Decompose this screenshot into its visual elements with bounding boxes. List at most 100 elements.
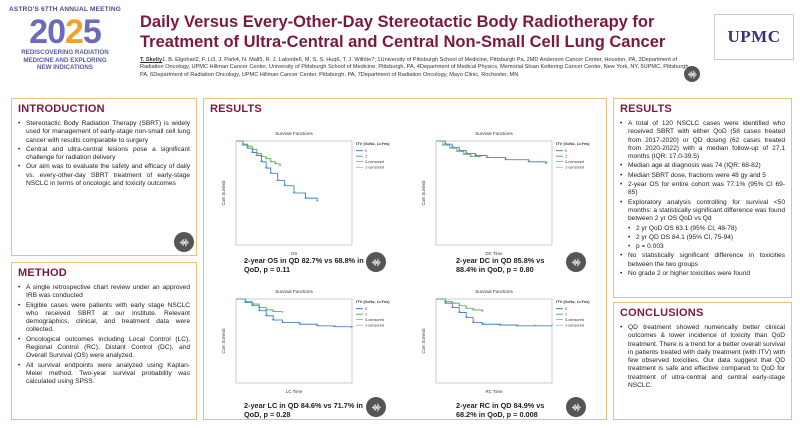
censor-mark [243, 300, 247, 302]
legend-entry: 0-censored [365, 160, 384, 164]
results-text-item: 2 yr QD OS 84.1 (95% CI, 75-94) [620, 234, 785, 243]
censor-mark [471, 321, 475, 323]
legend-entry: 1-censored [565, 324, 584, 328]
results-text-item: Median SBRT dose, fractions were 48 gy a… [620, 172, 785, 181]
series-line-1 [236, 140, 281, 166]
legend-entry: 0 [365, 307, 367, 311]
meeting-year: 2025 [4, 15, 126, 49]
censor-mark [485, 156, 489, 158]
censor-mark [264, 166, 268, 169]
censor-mark [241, 142, 245, 145]
censor-mark [280, 311, 284, 313]
km-chart-dc: Survival Functions Cum Survival DC Time ITV… [420, 129, 598, 259]
year-part-a: 20 [29, 13, 66, 51]
censor-mark [480, 322, 484, 325]
results-text-item: 2-year OS for entire cohort was 77.1% (9… [620, 181, 785, 198]
method-list: A single retrospective chart review unde… [18, 284, 190, 387]
censor-mark [255, 154, 259, 156]
results-text-heading: RESULTS [620, 103, 672, 115]
legend-title: ITV (0=No, 1=Yes) [356, 299, 390, 304]
legend-entry: 1 [365, 313, 367, 317]
chart-title: Survival Functions [275, 289, 313, 294]
km-chart-os: Survival Functions Cum Survival OS ITV (0=N… [220, 129, 398, 259]
censor-mark [259, 160, 264, 162]
censor-mark [464, 316, 468, 318]
year-part-o: 2 [64, 13, 84, 51]
title-line-2: Treatment of Ultra-Central and Central N… [140, 33, 666, 51]
censor-mark [533, 324, 537, 327]
censor-mark [273, 162, 278, 165]
km-plot: Survival Functions Cum Survival OS ITV (0=N… [221, 131, 390, 256]
legend-entry: 1 [565, 155, 567, 159]
series-line-1 [436, 298, 483, 312]
censor-mark [462, 153, 466, 155]
results-text-item: Median age at diagnosis was 74 (IQR: 68-… [620, 162, 785, 171]
censor-mark [441, 143, 445, 146]
audio-wave-icon[interactable] [566, 397, 586, 417]
censor-mark [457, 311, 461, 313]
censor-mark [246, 146, 250, 149]
legend-entry: 0 [565, 149, 567, 153]
censor-mark [278, 164, 282, 167]
censor-mark [298, 322, 302, 325]
legend-entry: 1 [565, 313, 567, 317]
audio-wave-icon[interactable] [684, 66, 700, 82]
x-axis-label: OS [291, 251, 297, 256]
censor-mark [471, 308, 475, 311]
censor-mark [315, 199, 319, 202]
results-text-item: p = 0.003 [620, 243, 785, 252]
km-plot: Survival Functions Cum Survival DC Time ITV… [421, 131, 590, 256]
legend-title: ITV (0=No, 1=Yes) [556, 299, 590, 304]
censor-mark [271, 310, 275, 312]
censor-mark [257, 309, 261, 311]
audio-wave-icon[interactable] [366, 397, 386, 417]
meeting-logo: ASTRO'S 67TH ANNUAL MEETING 2025 REDISCO… [4, 6, 126, 96]
method-item: Eligible cases were patients with early … [18, 302, 190, 335]
audio-wave-icon[interactable] [366, 252, 386, 272]
censor-mark [280, 321, 284, 323]
censor-mark [473, 154, 478, 156]
censor-mark [469, 155, 473, 157]
meeting-tagline-3: NEW INDICATIONS [37, 64, 93, 71]
censor-mark [527, 160, 531, 162]
chart-title: Survival Functions [475, 289, 513, 294]
censor-mark [480, 310, 484, 312]
censor-mark [450, 306, 454, 308]
censor-mark [448, 146, 452, 149]
conclusions-item: QD treatment showed numerically better c… [620, 324, 785, 390]
results-text-list: A total of 120 NSCLC cases were identifi… [620, 120, 785, 279]
series-line-1 [436, 140, 481, 158]
upmc-logo: UPMC [714, 14, 794, 60]
censor-mark [292, 191, 296, 194]
introduction-panel: INTRODUCTION Stereotactic Body Radiation… [11, 98, 197, 256]
results-heading: RESULTS [210, 103, 262, 115]
x-axis-label: DC Time [485, 251, 503, 256]
method-item: All survival endpoints were analyzed usi… [18, 362, 190, 387]
method-panel: METHOD A single retrospective chart revi… [11, 262, 197, 420]
censor-mark [264, 314, 268, 316]
censor-mark [264, 157, 268, 159]
authors-affiliations: 1, B. Elgohari2, F. Li3, J. Park4, N. Ma… [140, 57, 690, 78]
x-axis-label: LC Time [286, 389, 303, 394]
censor-mark [250, 147, 254, 150]
results-text-panel: RESULTS A total of 120 NSCLC cases were … [613, 98, 792, 298]
censor-mark [350, 326, 354, 328]
results-text-item: A total of 120 NSCLC cases were identifi… [620, 120, 785, 161]
caption-dc: 2-year DC in QD 85.8% vs 88.4% in QoD, p… [456, 256, 545, 274]
audio-wave-icon[interactable] [566, 252, 586, 272]
results-text-item: 2 yr QoD OS 63.1 (95% CI, 48-78) [620, 225, 785, 234]
results-text-item: No grade 2 or higher toxicities were fou… [620, 270, 785, 279]
conclusions-list: QD treatment showed numerically better c… [620, 324, 785, 390]
censor-mark [455, 150, 459, 152]
legend-entry: 1-censored [565, 166, 584, 170]
censor-mark [250, 151, 254, 153]
legend-entry: 0-censored [565, 318, 584, 322]
series-line-1 [236, 298, 283, 313]
presenter-name: T. Skelly [140, 57, 163, 63]
legend-entry: 0 [365, 149, 367, 153]
meeting-tagline-2: MEDICINE AND EXPLORING [23, 56, 107, 64]
censor-mark [443, 300, 447, 302]
audio-wave-icon[interactable] [174, 232, 194, 252]
plot-area [435, 298, 553, 384]
method-item: A single retrospective chart review unde… [18, 284, 190, 301]
